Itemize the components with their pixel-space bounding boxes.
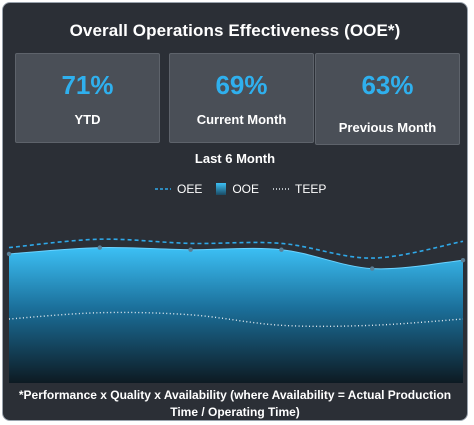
ooe-data-point xyxy=(370,266,375,271)
teep-line-series xyxy=(8,311,464,328)
kpi-value: 63% xyxy=(361,70,414,100)
kpi-card-ytd: 71% YTD xyxy=(15,53,160,143)
dashboard-title: Overall Operations Effectiveness (OOE*) xyxy=(69,21,401,40)
legend-label: TEEP xyxy=(295,182,327,196)
area-swatch-icon xyxy=(216,183,227,195)
ooe-line-series xyxy=(8,246,464,270)
kpi-value: 71% xyxy=(61,70,114,100)
kpi-label: Current Month xyxy=(196,112,287,127)
chart-legend: OEE OOE TEEP xyxy=(155,181,340,197)
ooe-dashboard-panel: Overall Operations Effectiveness (OOE*) … xyxy=(2,2,468,421)
kpi-card-previous-month: 63% Previous Month xyxy=(315,53,460,145)
ooe-data-point xyxy=(279,247,284,252)
kpi-label: Previous Month xyxy=(338,120,437,135)
kpi-card-current-month: 69% Current Month xyxy=(169,53,314,143)
kpi-label: YTD xyxy=(74,112,101,127)
legend-item-ooe: OOE xyxy=(216,182,259,196)
ooe-point-markers xyxy=(6,245,466,271)
ooe-trend-chart xyxy=(6,238,466,383)
ooe-data-point xyxy=(460,258,466,263)
footnote-line: Time / Operating Time) xyxy=(170,405,300,419)
oee-line-series xyxy=(8,238,464,259)
ooe-data-point xyxy=(6,251,12,257)
chart-subtitle: Last 6 Month xyxy=(194,151,276,166)
ooe-data-point xyxy=(188,247,193,252)
footnote: *Performance x Quality x Availability (w… xyxy=(3,387,467,420)
legend-item-teep: TEEP xyxy=(273,182,326,196)
footnote-line: *Performance x Quality x Availability (w… xyxy=(18,388,452,402)
ooe-data-point xyxy=(97,245,103,250)
dotted-line-icon xyxy=(273,188,290,190)
legend-label: OOE xyxy=(232,182,260,196)
legend-label: OEE xyxy=(177,182,203,196)
kpi-value: 69% xyxy=(215,70,268,100)
legend-item-oee: OEE xyxy=(155,182,202,196)
dashed-line-icon xyxy=(155,188,171,190)
ooe-area-series xyxy=(9,247,463,383)
